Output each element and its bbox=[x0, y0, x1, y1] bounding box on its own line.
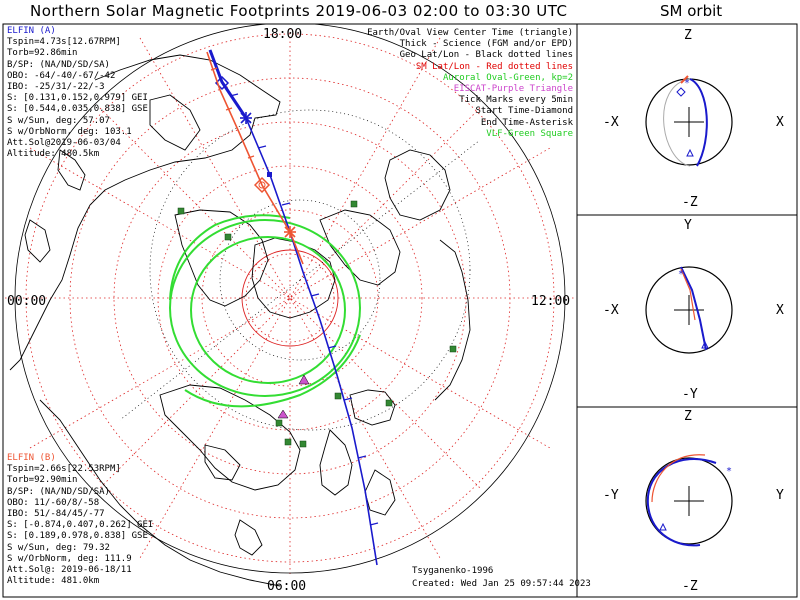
elfin-b-line: B/SP: (NA/ND/SD/SA) bbox=[7, 486, 110, 497]
elfin-b-end-asterisk bbox=[284, 226, 296, 238]
orbit-2-bottom: -Y bbox=[682, 387, 698, 402]
elfin-b-start-diamond bbox=[253, 176, 271, 194]
sm-grid bbox=[5, 28, 575, 575]
elfin-a-line: S w/OrbNorm, deg: 103.1 bbox=[7, 126, 132, 137]
elfin-b-info: ELFIN (B) Tspin=2.66s[22.53RPM] Torb=92.… bbox=[7, 453, 153, 587]
orbit-3-left: -Y bbox=[603, 488, 619, 503]
elfin-a-line: Tspin=4.73s[12.67RPM] bbox=[7, 37, 121, 48]
elfin-b-line: OBO: 11/-60/8/-58 bbox=[7, 497, 100, 508]
orbit-frame bbox=[576, 23, 798, 598]
elfin-a-name: ELFIN (A) bbox=[7, 26, 56, 36]
orbit-panel-title: SM orbit bbox=[660, 2, 723, 20]
elfin-b-line: Att.Sol@: 2019-06-18/11 bbox=[7, 565, 132, 576]
orbit-2-top: Y bbox=[684, 218, 692, 233]
elfin-b-line: S: [-0.874,0.407,0.262] GEI bbox=[7, 520, 154, 531]
orbit-panel-1: * Z -Z -X X bbox=[603, 28, 784, 210]
elfin-b-line: Tspin=2.66s[22.53RPM] bbox=[7, 464, 121, 475]
orbit-2-right: X bbox=[776, 303, 784, 318]
mlt-label-bottom: 06:00 bbox=[267, 579, 306, 594]
elfin-a-line: S: [0.544,0.035,0.838] GSE bbox=[7, 104, 148, 115]
elfin-b-line: S w/OrbNorm, deg: 111.9 bbox=[7, 553, 132, 564]
elfin-a-line: B/SP: (NA/ND/SD/SA) bbox=[7, 59, 110, 70]
elfin-a-line: Torb=92.86min bbox=[7, 48, 78, 59]
orbit-2-end-asterisk: * bbox=[678, 269, 684, 280]
orbit-panel-2: * Y -Y -X X bbox=[603, 218, 784, 402]
elfin-a-line: OBO: -64/-40/-67/-42 bbox=[7, 70, 116, 81]
continent-outlines bbox=[9, 54, 471, 587]
legend-item: EISCAT-Purple Triangle bbox=[453, 84, 573, 95]
mlt-label-top: 18:00 bbox=[263, 27, 302, 42]
elfin-b-name: ELFIN (B) bbox=[7, 453, 56, 463]
legend-item: Geo Lat/Lon - Black dotted lines bbox=[399, 50, 573, 61]
elfin-b-track bbox=[206, 51, 304, 265]
legend-item: Start Time-Diamond bbox=[475, 106, 573, 117]
elfin-b-line: Altitude: 481.0km bbox=[7, 576, 100, 587]
auroral-oval bbox=[169, 214, 361, 408]
legend-item: Auroral Oval-Green, kp=2 bbox=[442, 72, 573, 83]
elfin-b-line: S w/Sun, deg: 79.32 bbox=[7, 542, 110, 553]
elfin-a-line: S w/Sun, deg: 57.07 bbox=[7, 115, 110, 126]
polar-map bbox=[5, 24, 575, 587]
orbit-1-left: -X bbox=[603, 115, 619, 130]
model-label: Tsyganenko-1996 bbox=[412, 566, 493, 576]
elfin-a-line: Altitude: 480.5km bbox=[7, 149, 100, 160]
orbit-3-top: Z bbox=[684, 409, 692, 424]
elfin-a-line: IBO: -25/31/-22/-3 bbox=[7, 82, 105, 93]
vlf-stations bbox=[177, 200, 457, 448]
legend: Earth/Oval View Center Time (triangle) T… bbox=[367, 28, 573, 140]
mlt-label-left: 00:00 bbox=[7, 294, 46, 309]
geo-grid bbox=[119, 109, 481, 431]
eiscat-sites bbox=[277, 374, 310, 419]
page-title: Northern Solar Magnetic Footprints 2019-… bbox=[30, 2, 568, 20]
legend-item: End Time-Asterisk bbox=[480, 117, 573, 128]
elfin-b-line: S: [0.189,0.978,0.838] GSE bbox=[7, 531, 148, 542]
orbit-1-right: X bbox=[776, 115, 784, 130]
orbit-3-end-asterisk: * bbox=[726, 466, 732, 477]
legend-item: Earth/Oval View Center Time (triangle) bbox=[367, 28, 573, 38]
earth-horizon bbox=[14, 24, 566, 574]
orbit-3-bottom: -Z bbox=[682, 579, 698, 594]
elfin-b-line: Torb=92.90min bbox=[7, 475, 78, 486]
mlt-label-right: 12:00 bbox=[531, 294, 570, 309]
elfin-a-track bbox=[208, 49, 379, 566]
elfin-a-start-diamond bbox=[214, 75, 230, 91]
orbit-1-bottom: -Z bbox=[682, 195, 698, 210]
elfin-a-info: ELFIN (A) Tspin=4.73s[12.67RPM] Torb=92.… bbox=[7, 26, 148, 160]
orbit-1-end-asterisk: * bbox=[684, 78, 690, 89]
orbit-3-right: Y bbox=[776, 488, 784, 503]
orbit-panel-3: * Z -Z -Y Y bbox=[603, 409, 784, 594]
legend-item: Tick Marks every 5min bbox=[459, 95, 573, 106]
elfin-a-line: S: [0.131,0.152,0.979] GEI bbox=[7, 93, 148, 104]
orbit-1-top: Z bbox=[684, 28, 692, 43]
legend-item: Thick - Science (FGM and/or EPD) bbox=[399, 39, 573, 50]
orbit-2-left: -X bbox=[603, 303, 619, 318]
legend-item: SM Lat/Lon - Red dotted lines bbox=[415, 61, 573, 72]
elfin-a-end-asterisk bbox=[240, 112, 252, 124]
created-label: Created: Wed Jan 25 09:57:44 2023 bbox=[412, 579, 591, 589]
elfin-a-line: Att.Sol@2019-06-03/04 bbox=[7, 138, 121, 149]
legend-item: VLF-Green Square bbox=[486, 128, 573, 139]
elfin-b-line: IBO: 51/-84/45/-77 bbox=[7, 509, 105, 520]
